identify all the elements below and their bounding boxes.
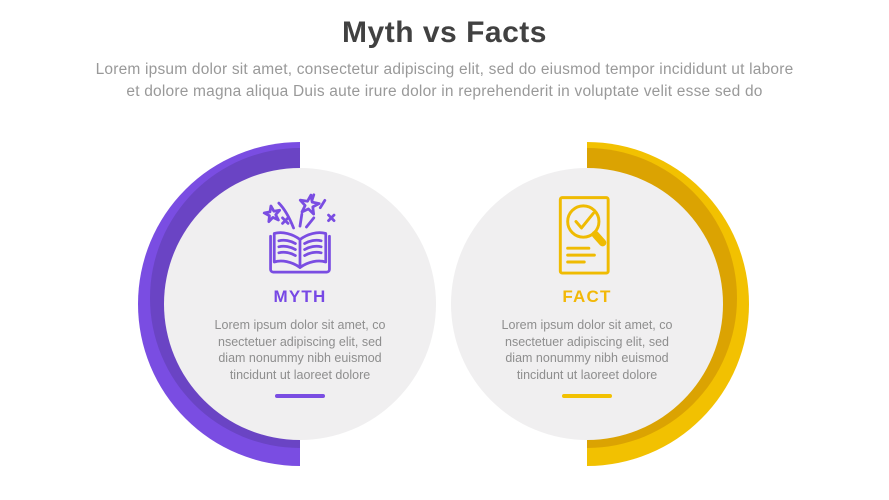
myth-label: MYTH bbox=[273, 287, 327, 306]
page-subtitle: Lorem ipsum dolor sit amet, consectetur … bbox=[95, 61, 794, 100]
fact-label: FACT bbox=[562, 287, 612, 306]
myth-divider bbox=[275, 394, 325, 398]
header: Myth vs Facts Lorem ipsum dolor sit amet… bbox=[0, 0, 889, 103]
fact-circle: FACT Lorem ipsum dolor sit amet, co nsec… bbox=[451, 168, 723, 440]
myth-circle: MYTH Lorem ipsum dolor sit amet, co nsec… bbox=[164, 168, 436, 440]
myth-section: MYTH Lorem ipsum dolor sit amet, co nsec… bbox=[138, 142, 462, 466]
document-check-icon bbox=[558, 196, 610, 275]
page-title: Myth vs Facts bbox=[342, 16, 547, 49]
myth-body-text: Lorem ipsum dolor sit amet, co nsectetue… bbox=[214, 318, 386, 382]
magic-book-icon bbox=[262, 193, 336, 274]
fact-section: FACT Lorem ipsum dolor sit amet, co nsec… bbox=[425, 142, 749, 466]
fact-body-text: Lorem ipsum dolor sit amet, co nsectetue… bbox=[501, 318, 673, 382]
fact-divider bbox=[562, 394, 612, 398]
